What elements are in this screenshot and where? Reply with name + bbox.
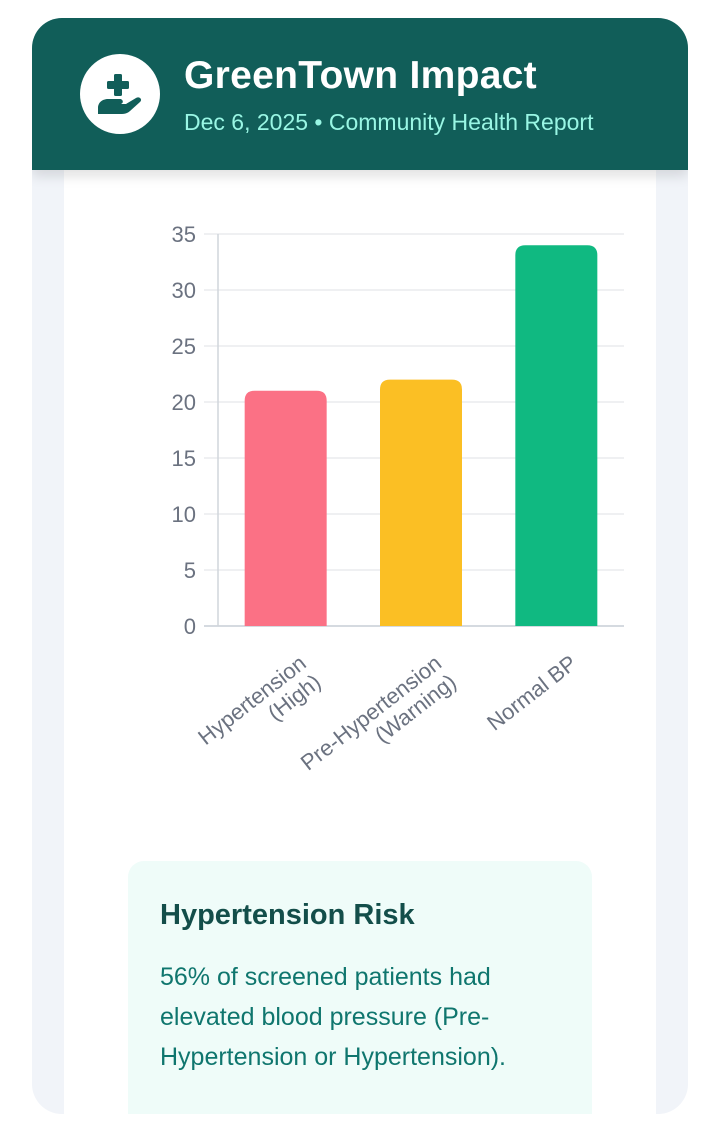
y-tick-label: 0	[184, 614, 196, 639]
y-tick-label: 30	[172, 278, 196, 303]
y-tick-label: 35	[172, 222, 196, 247]
y-tick-label: 20	[172, 390, 196, 415]
logo-badge	[80, 54, 160, 134]
bar-2	[515, 245, 598, 626]
page-title: GreenTown Impact	[184, 54, 537, 97]
insight-title: Hypertension Risk	[160, 899, 415, 931]
y-tick-label: 15	[172, 446, 196, 471]
y-tick-label: 10	[172, 502, 196, 527]
hand-holding-medical-icon	[98, 74, 142, 114]
y-tick-label: 5	[184, 558, 196, 583]
x-tick-label: Normal BP	[482, 650, 581, 735]
chart-card: 0 5 10 15 20 25 30 35 Hypertension(High) Pre-Hype…	[64, 170, 656, 1114]
report-header: GreenTown Impact Dec 6, 2025 • Community…	[32, 18, 688, 170]
bar-chart: 05101520253035Hypertension(High)Pre-Hype…	[172, 222, 624, 794]
bar-0	[244, 390, 327, 626]
svg-text:Pre-Hypertension(Warning): Pre-Hypertension(Warning)	[296, 650, 461, 794]
page-subtitle: Dec 6, 2025 • Community Health Report	[184, 109, 594, 135]
insight-text: 56% of screened patients had elevated bl…	[160, 963, 506, 1071]
report-container: GreenTown Impact Dec 6, 2025 • Community…	[32, 18, 688, 1114]
insight-box: Hypertension Risk 56% of screened patien…	[128, 861, 592, 1114]
bar-1	[380, 379, 462, 626]
svg-text:Normal BP: Normal BP	[482, 650, 581, 735]
x-tick-label: Pre-Hypertension(Warning)	[296, 650, 461, 794]
y-tick-label: 25	[172, 334, 196, 359]
